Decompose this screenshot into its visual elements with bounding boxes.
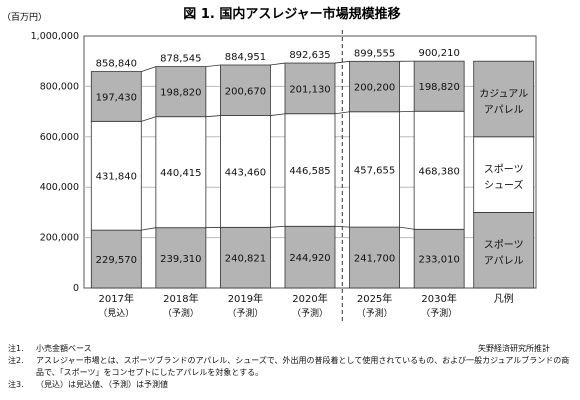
legend-label: アパレル <box>484 255 524 267</box>
legend-label: カジュアル <box>479 88 528 100</box>
total-label: 900,210 <box>418 48 459 59</box>
total-label: 858,840 <box>96 59 137 70</box>
y-tick-label: 600,000 <box>40 132 79 143</box>
x-tick-label: 2017年 <box>99 292 134 305</box>
note-number: 注3. <box>8 379 36 391</box>
y-tick-label: 200,000 <box>40 233 79 244</box>
data-label: 239,310 <box>160 254 201 265</box>
legend-label: スポーツ <box>484 239 524 251</box>
total-label: 899,555 <box>354 48 395 59</box>
x-tick-sublabel: （予測） <box>357 307 393 319</box>
legend-title: 凡例 <box>494 292 514 305</box>
y-tick-label: 800,000 <box>40 81 79 92</box>
data-label: 244,920 <box>289 253 330 264</box>
x-tick-label: 2018年 <box>163 292 198 305</box>
note-number: 注1. <box>8 343 36 355</box>
data-label: 457,655 <box>354 165 395 176</box>
data-label: 198,820 <box>418 82 459 93</box>
x-tick-sublabel: （予測） <box>227 307 263 319</box>
connector-line <box>400 111 415 112</box>
connector-line <box>141 228 156 230</box>
data-label: 200,670 <box>225 86 266 97</box>
data-label: 197,430 <box>96 92 137 103</box>
chart: 図 1. 国内アスレジャー市場規模推移 （百万円） 0 200,000 400,00… <box>0 0 580 340</box>
unit-label: （百万円） <box>2 12 47 23</box>
x-tick-label: 2030年 <box>421 292 456 305</box>
note-text: 小売金額ベース <box>36 343 92 355</box>
data-label: 431,840 <box>96 172 137 183</box>
data-label: 233,010 <box>418 255 459 266</box>
total-label: 884,951 <box>225 52 266 63</box>
connector-line <box>141 67 156 72</box>
plot-area: 0 200,000 400,000 600,000 800,000 1,000,000 22… <box>31 30 536 322</box>
note-text: アスレジャー市場とは、スポーツブランドのアパレル、シューズで、外出用の普段着とし… <box>36 355 574 379</box>
total-label: 892,635 <box>289 50 330 61</box>
legend-label: シューズ <box>484 179 524 192</box>
data-label: 240,821 <box>225 254 266 265</box>
connector-line <box>335 112 350 114</box>
legend-label: スポーツ <box>484 164 524 176</box>
chart-title: 図 1. 国内アスレジャー市場規模推移 <box>183 6 400 22</box>
y-tick-label: 0 <box>73 283 79 294</box>
legend-label: アパレル <box>484 104 524 116</box>
data-label: 440,415 <box>160 168 201 179</box>
x-tick-sublabel: （見込） <box>98 308 134 319</box>
x-tick-sublabel: （予測） <box>421 307 457 319</box>
connector-line <box>270 114 285 116</box>
x-tick-label: 2020年 <box>292 292 327 305</box>
x-tick-label: 2025年 <box>357 292 392 305</box>
y-tick-label: 1,000,000 <box>31 31 79 42</box>
connector-line <box>206 65 221 67</box>
data-label: 446,585 <box>289 166 330 177</box>
connector-line <box>270 63 285 65</box>
note-number: 注2. <box>8 355 36 379</box>
connector-line <box>400 227 415 229</box>
data-label: 241,700 <box>354 254 395 265</box>
y-tick-label: 400,000 <box>40 182 79 193</box>
connector-line <box>206 116 221 117</box>
data-label: 468,380 <box>418 166 459 177</box>
note-item: 注2. アスレジャー市場とは、スポーツブランドのアパレル、シューズで、外出用の普段… <box>8 355 574 379</box>
data-label: 229,570 <box>96 255 137 266</box>
x-tick-sublabel: （予測） <box>292 307 328 319</box>
connector-line <box>141 117 156 122</box>
note-text: （見込）は見込値、（予測）は予測値 <box>36 379 168 391</box>
data-label: 443,460 <box>225 167 266 178</box>
data-label: 200,200 <box>354 83 395 94</box>
source-note: 矢野経済研究所推計 <box>478 343 550 354</box>
total-label: 878,545 <box>160 54 201 65</box>
connector-line <box>335 226 350 227</box>
x-tick-label: 2019年 <box>228 292 263 305</box>
note-item: 注3. （見込）は見込値、（予測）は予測値 <box>8 379 574 391</box>
data-label: 201,130 <box>289 84 330 95</box>
x-tick-sublabel: （予測） <box>163 307 199 319</box>
connector-line <box>270 226 285 227</box>
data-label: 198,820 <box>160 88 201 99</box>
